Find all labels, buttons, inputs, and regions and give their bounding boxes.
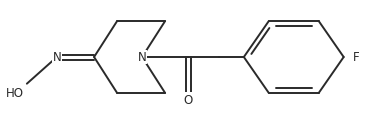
Text: HO: HO [6,87,23,100]
Text: F: F [353,51,360,64]
Text: O: O [184,94,193,106]
Text: N: N [53,51,61,64]
Text: N: N [138,51,146,64]
